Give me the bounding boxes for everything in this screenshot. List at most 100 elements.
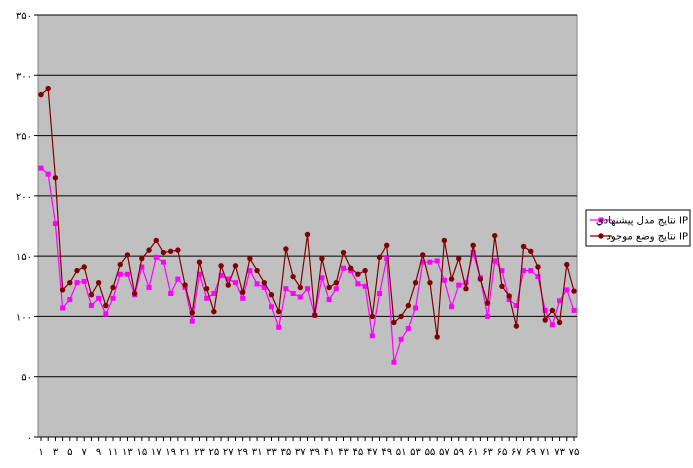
x-tick-label: ۱۹ [165,447,176,458]
marker [268,292,275,298]
x-tick-label: ۱۱ [108,447,119,458]
y-tick-label: ۱۰۰ [16,312,32,323]
marker [276,324,282,330]
marker [362,267,368,274]
y-tick-label: ۰ [27,433,32,444]
marker [146,247,152,253]
marker [160,259,166,265]
marker [45,85,51,92]
marker [232,263,239,269]
x-tick-label: ۱۷ [151,447,162,458]
marker [81,278,87,284]
marker [369,333,375,339]
marker [110,295,116,301]
marker [549,322,555,328]
marker [348,265,354,271]
marker [391,359,397,365]
marker [427,259,433,265]
marker [175,276,181,282]
x-tick-label: ۶۱ [468,447,479,458]
marker [441,277,447,283]
marker [45,171,51,177]
marker [304,231,311,238]
marker [225,282,231,288]
x-tick-label: ۲۹ [237,447,248,458]
marker [196,271,202,277]
marker [218,272,224,278]
marker [333,286,339,292]
x-tick-label: ۳۳ [266,447,277,458]
marker [405,325,411,331]
marker [528,268,534,274]
marker [110,284,116,291]
marker [131,290,138,297]
x-tick-label: ۶۹ [525,447,536,458]
marker [405,302,412,309]
x-tick-label: ۱۵ [136,447,147,458]
marker [571,288,577,294]
marker [38,165,44,171]
marker [384,242,390,248]
x-tick-label: ۴۷ [367,447,378,458]
x-tick-label: ۷۳ [554,447,565,458]
marker [535,264,541,270]
x-tick-label: ۳۷ [295,447,306,458]
marker [232,280,238,286]
marker [326,297,332,303]
marker [81,264,87,270]
marker [542,307,548,313]
marker [67,297,73,303]
marker [513,303,519,309]
marker [449,304,455,310]
marker [175,247,181,253]
marker [211,308,217,315]
marker [52,221,58,227]
marker [203,285,210,292]
marker [59,287,66,293]
marker [103,311,109,317]
marker [182,282,188,288]
marker [362,283,368,289]
marker [124,271,130,277]
marker [384,256,390,262]
y-tick-label: ۲۰۰ [16,192,32,203]
legend-marker [598,217,604,223]
marker [513,323,520,329]
marker [153,237,159,244]
x-tick-label: ۷۵ [569,447,580,458]
marker [283,246,289,252]
marker [441,237,448,244]
x-tick-label: ۵۱ [396,447,407,458]
x-tick-label: ۳۱ [252,447,263,458]
marker [52,175,59,181]
marker [391,319,397,326]
marker [506,297,512,303]
marker [60,305,66,311]
marker [463,285,469,292]
marker [254,267,260,274]
marker [456,255,462,262]
marker [196,259,203,265]
marker [499,268,505,274]
marker [542,317,548,323]
x-tick-label: ۵۷ [439,447,450,458]
y-tick-label: ۵۰ [21,373,32,384]
marker [492,258,498,264]
marker [95,279,102,286]
marker [67,279,73,286]
x-tick-label: ۶۳ [482,447,493,458]
marker [319,275,325,281]
marker [564,287,570,293]
marker [564,261,570,268]
x-tick-label: ۵۹ [453,447,464,458]
marker [247,268,253,274]
marker [420,252,426,258]
marker [297,294,303,300]
marker [492,232,498,239]
x-tick-label: ۲۳ [194,447,205,458]
marker [290,273,296,280]
marker [204,295,210,301]
marker [117,271,123,277]
x-tick-label: ۲۷ [223,447,234,458]
